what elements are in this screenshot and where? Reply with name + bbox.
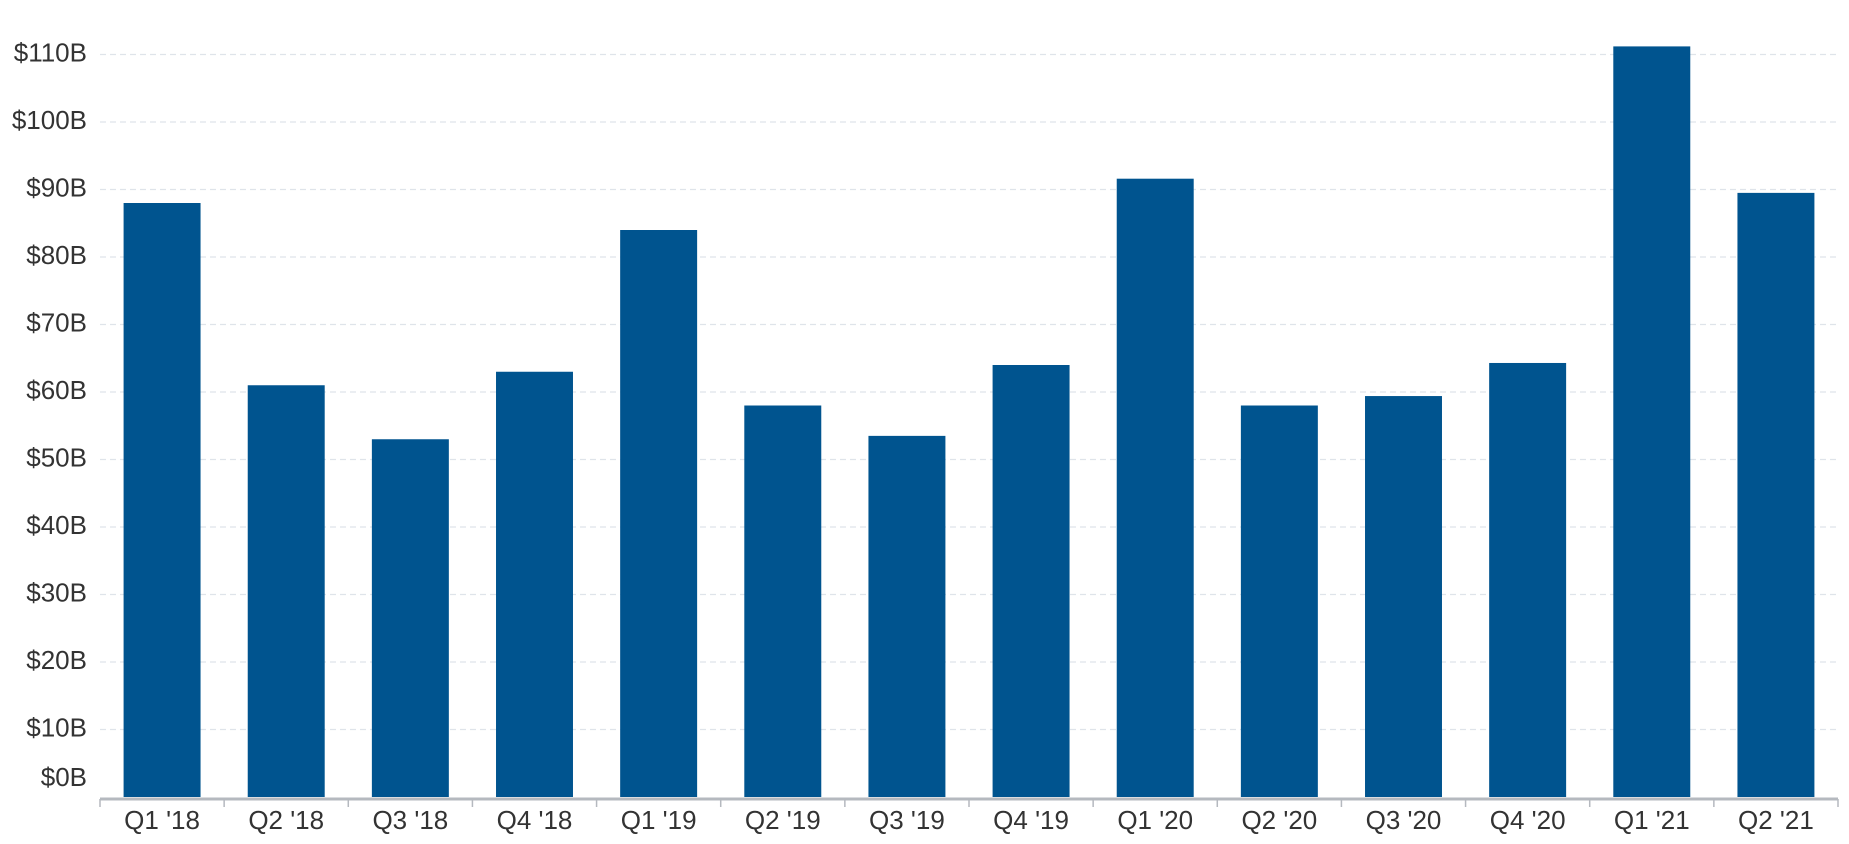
x-tick-label: Q1 '21 — [1614, 805, 1690, 835]
x-tick-label: Q1 '20 — [1117, 805, 1193, 835]
y-tick-label: $110B — [14, 37, 87, 67]
y-tick-label: $90B — [26, 172, 87, 202]
y-tick-label: $50B — [26, 442, 87, 472]
x-tick-label: Q1 '19 — [621, 805, 697, 835]
bar — [371, 439, 449, 797]
bar — [992, 365, 1070, 797]
bar — [1737, 192, 1815, 797]
y-tick-label: $70B — [26, 307, 87, 337]
bar — [123, 203, 201, 797]
y-tick-label: $0B — [41, 762, 87, 792]
y-tick-label: $10B — [26, 712, 87, 742]
bar — [620, 230, 698, 797]
y-tick-label: $80B — [26, 240, 87, 270]
bar — [247, 385, 325, 797]
bar — [1365, 396, 1442, 797]
x-tick-label: Q2 '19 — [745, 805, 821, 835]
bar — [744, 405, 822, 797]
x-tick-label: Q4 '20 — [1490, 805, 1566, 835]
x-tick-label: Q3 '19 — [869, 805, 945, 835]
x-tick-label: Q4 '18 — [497, 805, 573, 835]
y-tick-label: $40B — [26, 510, 87, 540]
bar — [496, 371, 573, 797]
y-tick-label: $20B — [26, 645, 87, 675]
x-tick-label: Q2 '20 — [1241, 805, 1317, 835]
y-tick-label: $60B — [26, 375, 87, 405]
x-tick-label: Q4 '19 — [993, 805, 1069, 835]
bar — [1116, 178, 1194, 797]
x-tick-label: Q3 '18 — [372, 805, 448, 835]
x-tick-label: Q1 '18 — [124, 805, 200, 835]
x-tick-label: Q2 '21 — [1738, 805, 1814, 835]
x-tick-label: Q2 '18 — [248, 805, 324, 835]
bar — [1240, 405, 1318, 797]
bar — [1613, 46, 1691, 797]
y-tick-label: $30B — [26, 577, 87, 607]
bar — [1489, 362, 1567, 797]
x-tick-label: Q3 '20 — [1366, 805, 1442, 835]
bar — [868, 435, 946, 797]
y-tick-label: $100B — [12, 105, 87, 135]
